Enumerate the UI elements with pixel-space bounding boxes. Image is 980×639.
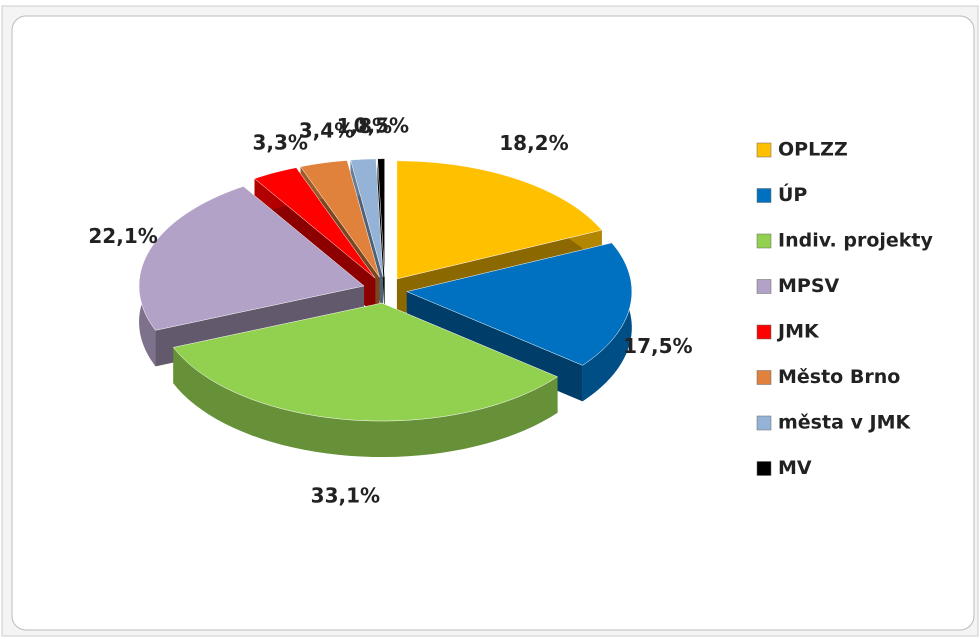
- legend-label: MPSV: [778, 275, 840, 297]
- legend-swatch: [756, 188, 772, 203]
- legend-label: města v JMK: [778, 412, 911, 434]
- data-label: 33,1%: [311, 484, 380, 508]
- data-label: 22,1%: [88, 224, 157, 248]
- legend-label: Indiv. projekty: [778, 230, 934, 252]
- legend-swatch: [756, 461, 772, 476]
- slice: [406, 242, 633, 366]
- slice: [172, 302, 559, 422]
- legend-swatch: [756, 233, 772, 249]
- legend-label: Město Brno: [778, 366, 900, 388]
- legend-swatch: [756, 142, 772, 158]
- data-label: 17,5%: [623, 334, 692, 358]
- data-label: 1,8%: [337, 114, 392, 138]
- legend-label: JMK: [776, 321, 820, 343]
- data-label: 18,2%: [499, 131, 568, 155]
- slice: [138, 186, 365, 331]
- legend-swatch: [756, 324, 772, 340]
- data-label: 3,4%: [299, 119, 354, 143]
- slice: [300, 160, 380, 278]
- data-label: 0,5%: [354, 114, 409, 138]
- data-label: 3,3%: [252, 131, 307, 155]
- legend-swatch: [756, 279, 772, 294]
- legend-label: MV: [778, 457, 812, 479]
- legend-swatch: [756, 370, 772, 385]
- legend-label: ÚP: [778, 182, 807, 206]
- slice: [396, 160, 603, 280]
- slice: [254, 167, 376, 279]
- slice: [377, 158, 385, 277]
- legend-swatch: [756, 415, 772, 431]
- slice: [350, 158, 384, 277]
- legend-label: OPLZZ: [778, 139, 848, 161]
- slice-side: [173, 347, 558, 458]
